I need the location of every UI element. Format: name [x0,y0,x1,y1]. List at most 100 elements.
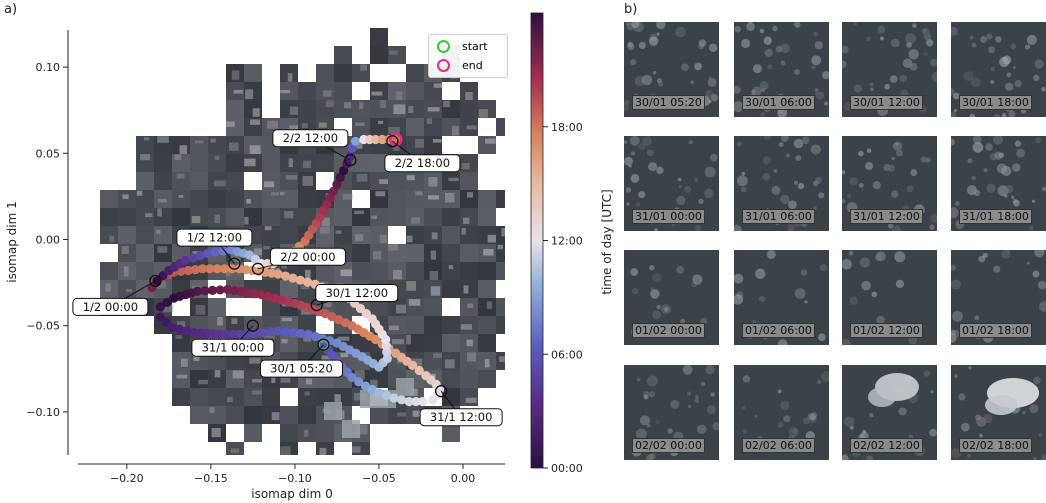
cloud-speckle [322,90,332,97]
satellite-image-panel: 30/01 12:00 [842,22,937,117]
cloud-speckle [486,301,493,309]
image-timestamp-label: 02/02 06:00 [742,438,815,453]
cloud-cell [624,156,633,166]
cloud-cell [951,111,957,117]
cloud-speckle [305,378,313,385]
satellite-tile [424,280,442,298]
cloud-cell [847,193,852,199]
cloud-cell [734,273,744,284]
cloud-cell [780,60,786,66]
trajectory-point [190,265,200,275]
satellite-tile [190,388,208,406]
cloud-speckle [246,199,251,204]
satellite-tile [406,64,424,82]
cloud-cell [804,300,808,304]
cloud-cell [682,365,693,375]
cloud-speckle [267,120,279,129]
satellite-tile [352,64,370,82]
cloud-cell [876,315,885,325]
cloud-cell [778,142,784,148]
satellite-tile [280,82,298,100]
cloud-cell [788,200,797,210]
satellite-tile [190,370,208,388]
satellite-tile [154,136,172,154]
satellite-tile [226,442,244,455]
satellite-tile [424,226,442,244]
cloud-cell [925,39,934,47]
cloud-speckle [466,339,473,347]
image-timestamp-label: 02/02 18:00 [959,438,1032,453]
satellite-tile [478,208,496,226]
cloud-speckle [497,244,503,250]
satellite-tile [478,298,496,316]
y-tick-label: 0.00 [36,234,61,247]
satellite-tile [190,190,208,208]
cloud-speckle [467,303,474,308]
satellite-tile [172,172,190,190]
cloud-cell [684,185,692,193]
cloud-cell [890,38,900,48]
cloud-cell [896,149,903,157]
cloud-cell [677,177,682,182]
satellite-tile [352,262,370,280]
cloud-cell [696,424,707,435]
x-tick-label: −0.15 [194,472,228,485]
cloud-cell [767,64,773,70]
cloud-cell [923,370,931,377]
satellite-tile [478,370,496,388]
trajectory-point [280,271,291,281]
cloud-speckle [393,269,402,280]
cloud-speckle [448,177,459,182]
satellite-tile [172,136,190,154]
cloud-speckle [281,263,288,269]
cloud-speckle [174,154,182,160]
satellite-tile [118,262,136,280]
satellite-tile [424,244,442,262]
cloud-cell [871,291,878,298]
satellite-tile [226,136,244,154]
trajectory-point [273,326,283,336]
satellite-image-panel: 31/01 06:00 [734,136,829,231]
annotation-ring [228,257,241,270]
annotation-box [72,297,149,316]
satellite-tile [388,82,406,100]
satellite-tile [460,118,478,136]
cloud-cell [842,45,849,54]
cloud-cell [698,198,704,204]
cloud-speckle [354,393,366,401]
trajectory-point [381,390,392,401]
cloud-speckle [337,336,350,341]
satellite-tile [280,100,298,118]
satellite-tile [424,208,442,226]
satellite-tile [370,406,388,424]
trajectory-point [281,327,291,337]
image-timestamp-label: 01/02 06:00 [742,323,815,338]
satellite-tile [460,100,478,118]
trajectory-point [210,247,220,257]
cloud-cell [1033,74,1040,82]
x-tick-label: 0.00 [451,472,476,485]
cloud-speckle [287,73,293,82]
satellite-tile [208,370,226,388]
cloud-cell [872,181,881,190]
cloud-cell [741,171,746,176]
cloud-cell [794,22,801,28]
cloud-cell [815,177,822,184]
trajectory-point [183,265,193,276]
satellite-tile [388,46,406,64]
cloud-speckle [211,428,221,438]
cloud-speckle [249,145,261,155]
cloud-cell [951,207,959,219]
cloud-cell [908,49,919,60]
satellite-tile [478,226,496,244]
satellite-tile [424,136,442,154]
satellite-tile [406,244,424,262]
cloud-cell [929,428,937,437]
cloud-cell [694,224,702,231]
cloud-cell [772,25,778,32]
satellite-tile [190,208,208,226]
satellite-image-panel: 02/02 06:00 [734,365,829,460]
cloud-speckle [230,448,239,453]
satellite-tile [208,406,226,424]
cloud-cell [811,65,816,70]
